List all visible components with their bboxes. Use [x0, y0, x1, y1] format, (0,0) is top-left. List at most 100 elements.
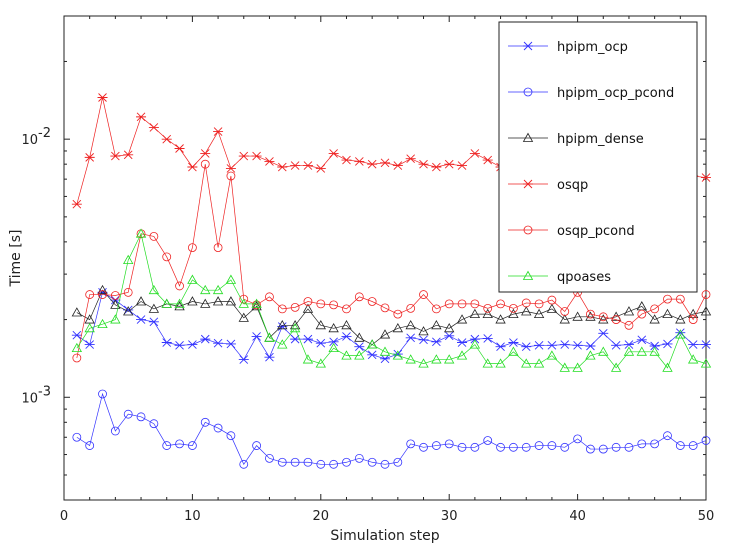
data-point-osqp_pcond	[316, 299, 326, 309]
data-point-hpipm_ocp	[611, 340, 622, 350]
data-point-osqp	[238, 151, 249, 161]
data-point-qpoases	[200, 284, 211, 295]
x-tick-label: 20	[313, 509, 330, 524]
data-point-hpipm_dense	[572, 311, 583, 321]
data-point-hpipm_ocp	[521, 342, 532, 352]
x-tick-label: 0	[60, 509, 68, 524]
data-point-hpipm_ocp	[662, 339, 673, 349]
data-point-osqp_pcond	[175, 281, 184, 291]
x-axis-label: Simulation step	[330, 528, 439, 544]
data-point-hpipm_ocp	[225, 339, 236, 349]
legend-label-hpipm_dense: hpipm_dense	[557, 132, 644, 147]
series-line-osqp_pcond	[76, 164, 707, 359]
data-point-hpipm_dense	[469, 308, 481, 319]
data-point-hpipm_ocp	[302, 334, 313, 344]
data-point-osqp_pcond	[431, 304, 441, 314]
data-point-qpoases	[572, 362, 583, 372]
data-point-hpipm_ocp	[495, 342, 506, 352]
data-point-hpipm_dense	[97, 284, 108, 295]
data-point-hpipm_dense	[444, 323, 455, 333]
data-point-hpipm_ocp_pcond	[444, 439, 454, 449]
data-point-hpipm_ocp_pcond	[98, 389, 107, 399]
data-point-qpoases	[328, 342, 339, 353]
data-point-hpipm_ocp	[431, 337, 442, 347]
data-point-osqp	[431, 162, 442, 172]
series-line-qpoases	[76, 232, 707, 369]
data-point-hpipm_dense	[495, 314, 506, 324]
data-point-qpoases	[598, 346, 609, 356]
data-point-osqp_pcond	[406, 303, 416, 313]
data-point-osqp_pcond	[380, 303, 390, 313]
data-point-osqp_pcond	[277, 304, 287, 314]
data-point-qpoases	[212, 284, 224, 295]
data-point-hpipm_dense	[251, 301, 262, 311]
data-point-osqp	[174, 144, 185, 153]
data-point-hpipm_dense	[559, 314, 570, 324]
data-point-hpipm_ocp	[161, 338, 172, 347]
data-point-hpipm_ocp	[418, 335, 429, 345]
data-point-qpoases	[135, 228, 147, 238]
series-osqp_pcond	[72, 159, 711, 363]
data-point-hpipm_ocp_pcond	[598, 444, 608, 454]
series-qpoases	[71, 228, 712, 372]
legend-marker-hpipm_dense	[522, 132, 534, 142]
data-point-osqp_pcond	[239, 294, 249, 304]
data-point-hpipm_ocp_pcond	[675, 441, 685, 450]
data-point-qpoases	[289, 323, 301, 333]
data-point-hpipm_dense	[212, 296, 224, 306]
data-point-osqp	[290, 161, 301, 170]
data-point-osqp_pcond	[265, 292, 274, 302]
data-point-osqp_pcond	[624, 320, 634, 330]
x-tick-label: 50	[698, 509, 715, 524]
data-point-hpipm_ocp_pcond	[239, 459, 249, 469]
data-point-osqp	[380, 158, 390, 168]
data-point-hpipm_ocp_pcond	[624, 442, 634, 452]
legend-label-qpoases: qpoases	[557, 270, 611, 285]
data-point-hpipm_ocp	[572, 340, 583, 350]
data-point-hpipm_ocp_pcond	[303, 457, 313, 467]
data-point-hpipm_ocp_pcond	[316, 459, 326, 469]
data-point-hpipm_ocp_pcond	[354, 453, 364, 463]
data-point-hpipm_ocp_pcond	[663, 431, 672, 441]
data-point-hpipm_ocp_pcond	[367, 457, 377, 467]
data-point-hpipm_ocp_pcond	[200, 417, 210, 427]
data-point-osqp	[84, 153, 95, 162]
data-point-osqp	[392, 161, 403, 170]
data-point-hpipm_ocp_pcond	[175, 439, 184, 449]
data-point-osqp	[341, 155, 352, 165]
data-point-hpipm_ocp	[482, 334, 493, 343]
data-point-osqp	[405, 154, 416, 164]
data-point-hpipm_ocp_pcond	[611, 442, 621, 452]
data-point-hpipm_dense	[623, 306, 635, 316]
data-point-osqp_pcond	[457, 299, 467, 309]
data-point-hpipm_ocp	[701, 340, 711, 349]
data-point-qpoases	[482, 358, 493, 368]
data-point-qpoases	[251, 298, 262, 308]
data-point-osqp_pcond	[419, 290, 428, 299]
data-point-qpoases	[585, 350, 596, 360]
data-point-hpipm_ocp	[688, 340, 699, 349]
data-point-hpipm_ocp_pcond	[483, 436, 493, 445]
data-point-hpipm_ocp_pcond	[277, 457, 287, 467]
data-point-hpipm_ocp_pcond	[586, 444, 595, 454]
data-point-qpoases	[469, 339, 481, 349]
data-point-osqp_pcond	[483, 303, 493, 313]
y-tick-label: 10	[21, 391, 38, 406]
x-tick-label: 40	[569, 509, 586, 524]
data-point-qpoases	[84, 323, 95, 333]
data-point-hpipm_ocp_pcond	[85, 441, 95, 450]
data-point-qpoases	[533, 358, 545, 368]
data-point-hpipm_ocp	[251, 332, 262, 341]
data-point-hpipm_ocp	[213, 338, 224, 348]
data-point-hpipm_dense	[598, 314, 609, 324]
data-point-hpipm_dense	[521, 306, 532, 316]
data-point-qpoases	[687, 354, 699, 364]
data-point-hpipm_dense	[187, 296, 198, 306]
data-point-qpoases	[508, 346, 519, 356]
data-point-hpipm_dense	[700, 306, 712, 316]
data-point-hpipm_dense	[315, 320, 326, 330]
y-tick-base: 10	[21, 391, 38, 406]
data-point-hpipm_ocp	[354, 342, 365, 352]
series-hpipm_dense	[71, 284, 712, 349]
data-point-qpoases	[302, 354, 314, 364]
